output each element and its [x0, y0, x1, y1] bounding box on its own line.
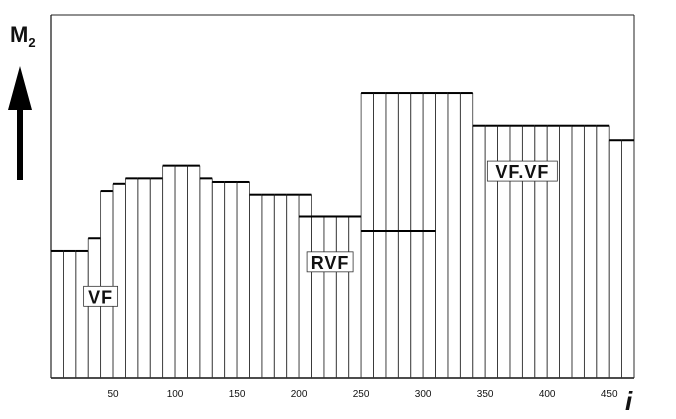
bar [187, 164, 201, 378]
bar [199, 177, 213, 378]
bar [249, 193, 263, 378]
bar [112, 182, 126, 378]
region-label-text: RVF [311, 253, 350, 273]
bar [621, 139, 635, 378]
region-label-box [306, 251, 354, 273]
bar [87, 237, 102, 378]
bar [583, 124, 598, 378]
bar [596, 124, 610, 378]
bar [63, 249, 77, 378]
bar [75, 249, 89, 378]
x-tick-label: 300 [415, 389, 432, 400]
bar [149, 177, 164, 378]
bar [162, 164, 176, 378]
x-tick-labels-group: 50 100 150 200 250 300 350 400 450 [107, 389, 618, 400]
x-tick-label: 450 [601, 389, 618, 400]
x-tick-label: 150 [229, 389, 246, 400]
bar [385, 92, 399, 378]
bar [397, 92, 412, 378]
bar [447, 92, 461, 378]
bar [335, 215, 350, 378]
bar [422, 92, 436, 378]
region-label-box [83, 285, 119, 307]
bar [224, 180, 238, 378]
bar [286, 193, 300, 378]
region-label-text: VF [88, 287, 113, 307]
bar [100, 190, 114, 378]
bar [125, 177, 139, 378]
bar [137, 177, 151, 378]
bar [373, 92, 387, 378]
svg-text:M2: M2 [10, 22, 36, 50]
bars-group [50, 92, 635, 378]
region-label: RVF [306, 251, 354, 273]
x-tick-label: 250 [353, 389, 370, 400]
region-label-text: VF.VF [495, 162, 549, 182]
y-axis-label-subscript: 2 [28, 35, 35, 50]
bar [273, 193, 288, 378]
bar [261, 193, 275, 378]
y-axis-title: M2 [10, 22, 36, 50]
bar [50, 249, 64, 378]
bar [236, 180, 250, 378]
region-labels-group: VF RVF VF.VF [83, 160, 558, 307]
bar [608, 139, 622, 378]
region-label-box [486, 160, 558, 182]
y-axis-label: M [10, 22, 28, 47]
bar [348, 215, 362, 378]
plot-frame [50, 14, 635, 379]
x-axis-label: i [625, 386, 633, 416]
up-arrow-icon [8, 66, 32, 180]
bar [410, 92, 424, 378]
bar [311, 215, 325, 378]
x-tick-label: 100 [167, 389, 184, 400]
bar [472, 124, 486, 378]
bar [571, 124, 585, 378]
bar [323, 215, 337, 378]
overlay-levels-group [299, 215, 436, 232]
bar [360, 92, 374, 378]
bar [435, 92, 449, 378]
region-label: VF [83, 285, 119, 307]
x-tick-label: 400 [539, 389, 556, 400]
bar [211, 180, 226, 378]
x-tick-label: 200 [291, 389, 308, 400]
x-tick-label: 350 [477, 389, 494, 400]
bar [459, 92, 474, 378]
bar [559, 124, 573, 378]
bar [174, 164, 188, 378]
x-tick-label: 50 [107, 389, 119, 400]
bar [298, 193, 312, 378]
region-label: VF.VF [486, 160, 558, 182]
